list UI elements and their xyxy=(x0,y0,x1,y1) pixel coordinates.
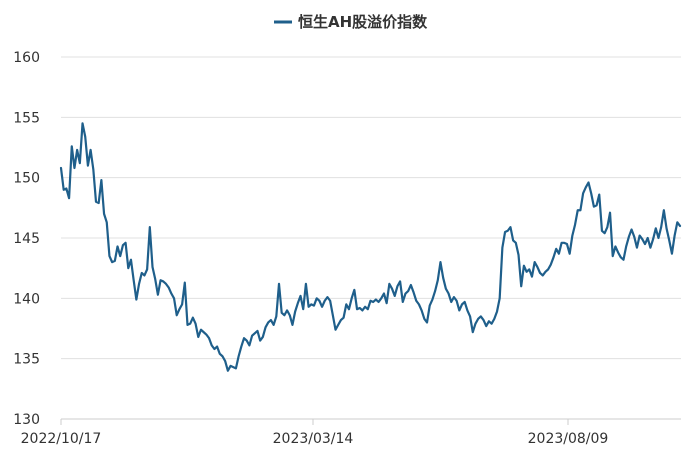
x-axis: 2022/10/17 2023/03/14 2023/08/09 xyxy=(21,419,609,447)
series-layer xyxy=(59,122,682,372)
y-tick-label-145: 145 xyxy=(13,231,40,247)
series-line[interactable] xyxy=(59,122,682,372)
y-tick-label-160: 160 xyxy=(13,50,40,66)
y-tick-label-140: 140 xyxy=(13,291,40,307)
x-tick-label-1: 2023/03/14 xyxy=(273,431,354,447)
y-tick-label-135: 135 xyxy=(13,352,40,368)
y-tick-label-130: 130 xyxy=(13,412,40,428)
legend[interactable]: 恒生AH股溢价指数 xyxy=(274,13,428,31)
gridlines xyxy=(61,56,681,420)
x-tick-label-2: 2023/08/09 xyxy=(528,431,609,447)
y-tick-label-150: 150 xyxy=(13,171,40,187)
y-tick-label-155: 155 xyxy=(13,110,40,126)
x-tick-label-0: 2022/10/17 xyxy=(21,431,102,447)
legend-label: 恒生AH股溢价指数 xyxy=(298,13,428,31)
y-axis-labels: 130 135 140 145 150 155 160 xyxy=(13,50,40,428)
